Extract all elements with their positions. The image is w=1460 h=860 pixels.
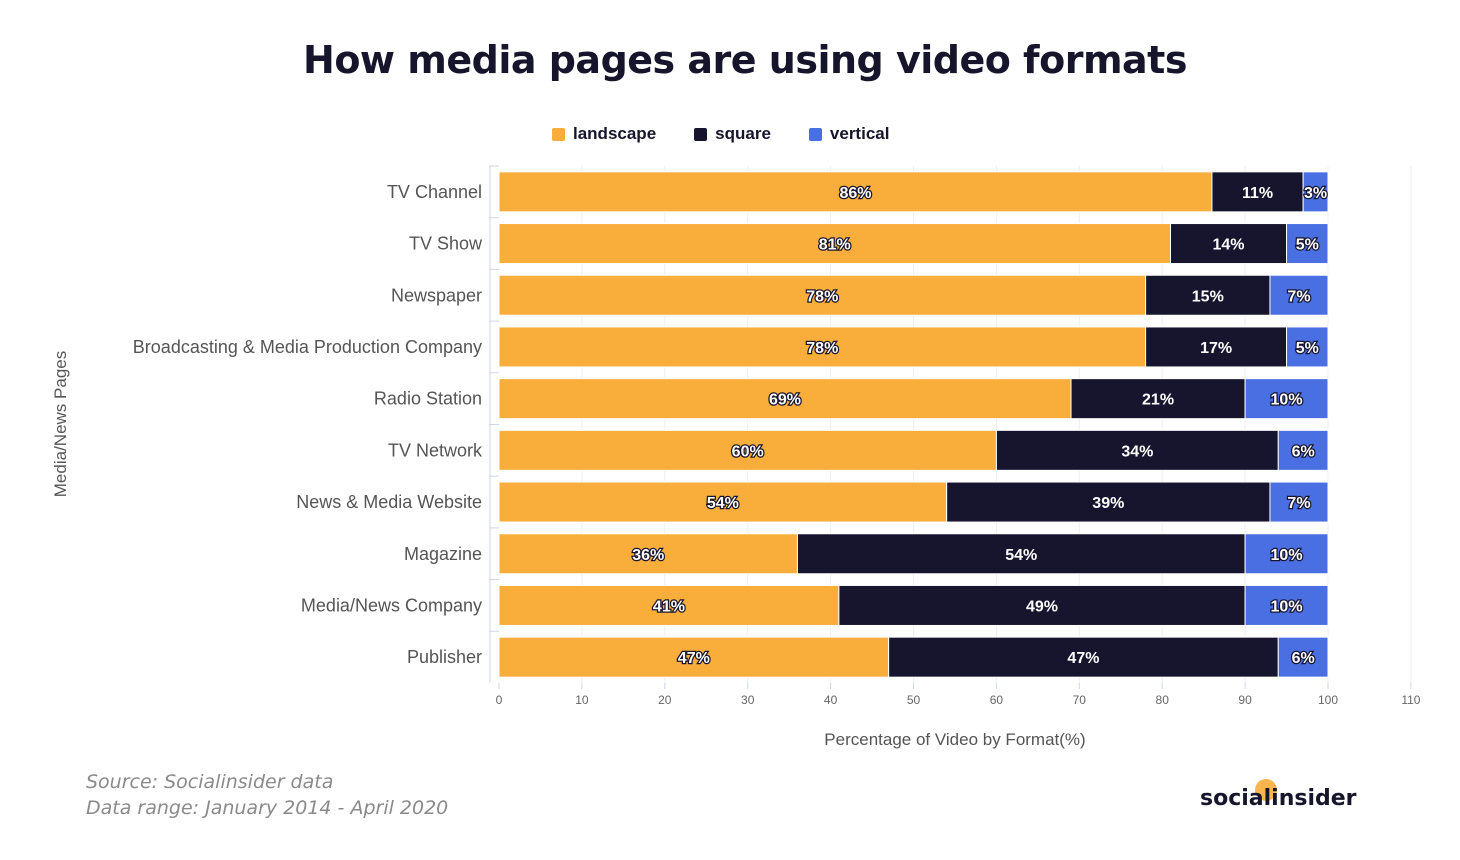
- bar-square: [1070, 378, 1246, 420]
- bar-square: [796, 533, 1246, 575]
- bar-vertical: [1277, 636, 1329, 678]
- data-label-vertical: 10%: [1271, 598, 1303, 615]
- x-tick-label: 50: [907, 693, 921, 707]
- legend-swatch: [552, 127, 565, 141]
- data-label-vertical: 7%: [1287, 288, 1310, 305]
- bar-landscape: [498, 584, 840, 626]
- data-label-square: 21%: [1142, 392, 1174, 409]
- bar-vertical: [1244, 584, 1329, 626]
- bar-landscape: [498, 274, 1147, 316]
- data-label-landscape: 78%: [806, 288, 838, 305]
- bar-vertical: [1286, 326, 1329, 368]
- category-label: Media/News Company: [301, 595, 482, 615]
- y-axis-title: Media/News Pages: [51, 351, 70, 497]
- data-label-landscape: 78%: [806, 340, 838, 357]
- category-label: TV Network: [388, 440, 483, 460]
- data-label-square: 34%: [1121, 443, 1153, 460]
- data-label-vertical: 6%: [1292, 443, 1315, 460]
- data-label-square: 39%: [1092, 495, 1124, 512]
- bar-landscape: [498, 223, 1171, 265]
- legend-label: square: [715, 124, 771, 143]
- data-label-landscape: 47%: [678, 650, 710, 667]
- bar-vertical: [1269, 481, 1329, 523]
- x-tick-label: 20: [658, 693, 672, 707]
- data-label-vertical: 10%: [1271, 392, 1303, 409]
- data-label-landscape: 60%: [732, 443, 764, 460]
- data-label-vertical: 5%: [1296, 237, 1319, 254]
- bar-square: [1169, 223, 1288, 265]
- bar-vertical: [1286, 223, 1329, 265]
- socialinsider-logo: socialinsider: [1200, 786, 1357, 811]
- bar-landscape: [498, 533, 798, 575]
- bar-vertical: [1244, 533, 1329, 575]
- x-tick-label: 30: [741, 693, 755, 707]
- legend-label: vertical: [829, 124, 890, 143]
- category-label: News & Media Website: [296, 492, 482, 512]
- data-label-square: 17%: [1200, 340, 1232, 357]
- data-label-square: 47%: [1067, 650, 1099, 667]
- data-label-square: 49%: [1026, 598, 1058, 615]
- bar-landscape: [498, 636, 890, 678]
- x-tick-label: 40: [824, 693, 838, 707]
- data-label-vertical: 3%: [1304, 185, 1327, 202]
- bar-square: [995, 429, 1279, 471]
- bar-square: [888, 636, 1279, 678]
- data-label-landscape: 54%: [707, 495, 739, 512]
- legend-item-landscape[interactable]: landscape: [552, 124, 656, 144]
- bar-vertical: [1302, 171, 1329, 213]
- legend-item-vertical[interactable]: vertical: [808, 124, 890, 144]
- x-tick-label: 70: [1073, 693, 1087, 707]
- category-label: TV Channel: [387, 182, 482, 202]
- data-label-square: 54%: [1005, 547, 1037, 564]
- logo-dot-icon: [1255, 779, 1277, 801]
- bar-square: [1145, 326, 1288, 368]
- category-label: TV Show: [409, 234, 483, 254]
- legend-swatch: [808, 127, 822, 141]
- data-label-landscape: 41%: [653, 598, 685, 615]
- data-label-square: 11%: [1242, 185, 1273, 202]
- bar-landscape: [498, 429, 997, 471]
- data-label-vertical: 7%: [1287, 495, 1310, 512]
- category-label: Newspaper: [391, 285, 482, 305]
- category-label: Magazine: [404, 544, 482, 564]
- legend-label: landscape: [573, 124, 657, 143]
- date-range-text: Data range: January 2014 - April 2020: [86, 797, 449, 819]
- data-label-vertical: 6%: [1292, 650, 1315, 667]
- bar-vertical: [1244, 378, 1329, 420]
- category-label: Broadcasting & Media Production Company: [133, 337, 482, 357]
- x-tick-label: 110: [1401, 693, 1420, 707]
- bar-landscape: [498, 481, 948, 523]
- bar-square: [1145, 274, 1271, 316]
- data-label-square: 15%: [1192, 288, 1224, 305]
- data-label-landscape: 81%: [819, 237, 851, 254]
- category-label: Radio Station: [374, 389, 482, 409]
- bar-square: [838, 584, 1246, 626]
- data-label-landscape: 69%: [769, 392, 801, 409]
- data-label-vertical: 10%: [1271, 547, 1303, 564]
- data-label-landscape: 86%: [839, 185, 871, 202]
- legend-item-square[interactable]: square: [694, 124, 771, 144]
- bar-landscape: [498, 171, 1213, 213]
- x-axis-title: Percentage of Video by Format(%): [824, 730, 1085, 749]
- bar-vertical: [1269, 274, 1329, 316]
- legend: landscape square vertical: [552, 124, 889, 144]
- data-label-vertical: 5%: [1296, 340, 1319, 357]
- source-text: Source: Socialinsider data: [86, 771, 334, 793]
- data-label-landscape: 36%: [632, 547, 664, 564]
- data-label-square: 14%: [1213, 237, 1245, 254]
- bar-landscape: [498, 378, 1072, 420]
- bar-vertical: [1277, 429, 1329, 471]
- chart-title: How media pages are using video formats: [303, 38, 1187, 82]
- x-tick-label: 60: [990, 693, 1004, 707]
- x-tick-label: 0: [496, 693, 503, 707]
- legend-swatch: [694, 127, 708, 141]
- x-tick-label: 10: [575, 693, 589, 707]
- x-tick-label: 80: [1156, 693, 1170, 707]
- x-tick-label: 100: [1318, 693, 1338, 707]
- bar-square: [946, 481, 1271, 523]
- x-tick-label: 90: [1238, 693, 1252, 707]
- category-label: Publisher: [407, 647, 482, 667]
